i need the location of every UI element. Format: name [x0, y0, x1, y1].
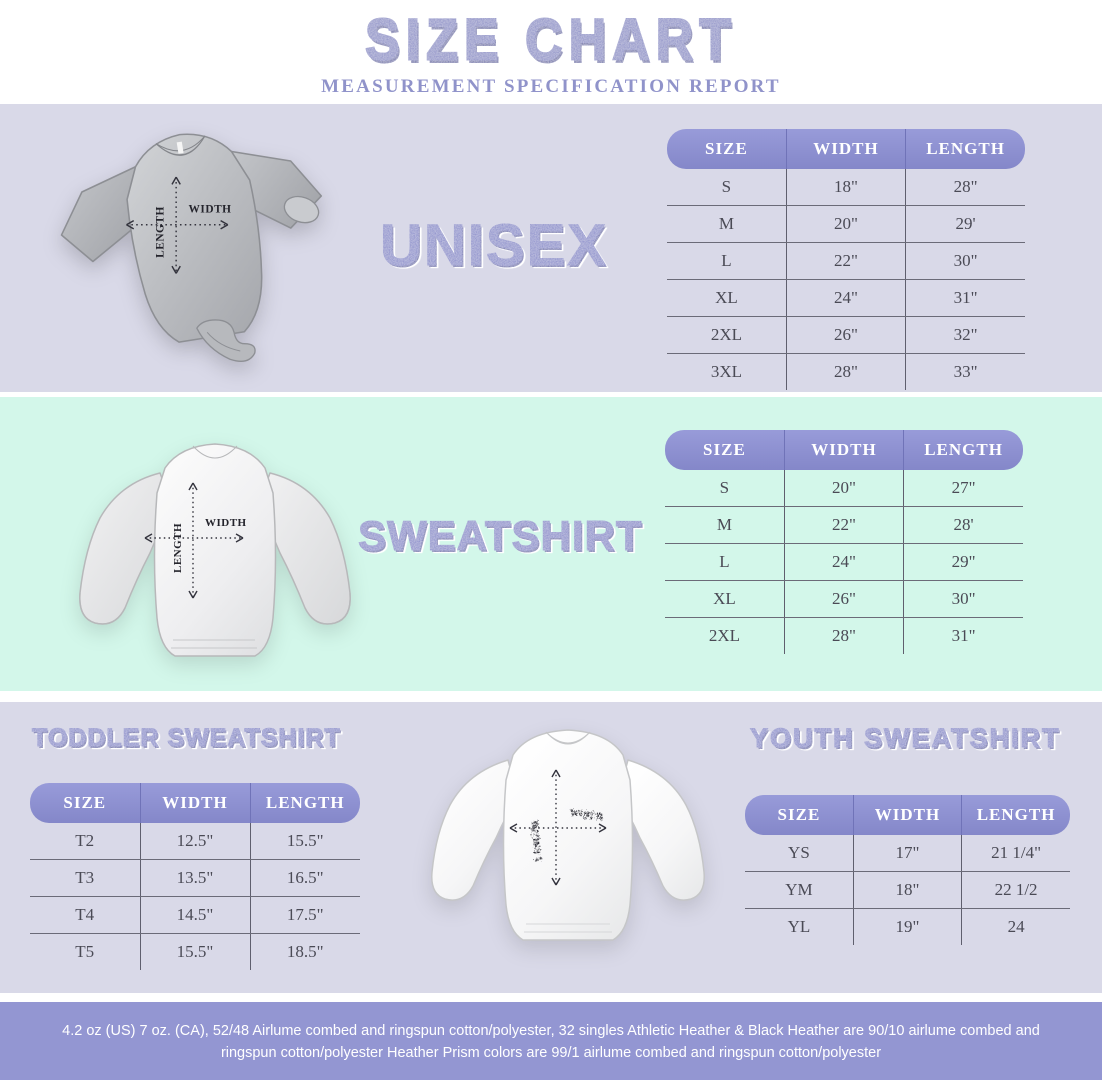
svg-text:LENGTH: LENGTH — [172, 523, 184, 573]
svg-text:WIDTH: WIDTH — [568, 806, 603, 821]
svg-text:LENGTH: LENGTH — [155, 206, 167, 258]
svg-text:WIDTH: WIDTH — [189, 203, 232, 215]
svg-text:WIDTH: WIDTH — [205, 517, 247, 529]
svg-text:LENGTH: LENGTH — [529, 822, 542, 863]
